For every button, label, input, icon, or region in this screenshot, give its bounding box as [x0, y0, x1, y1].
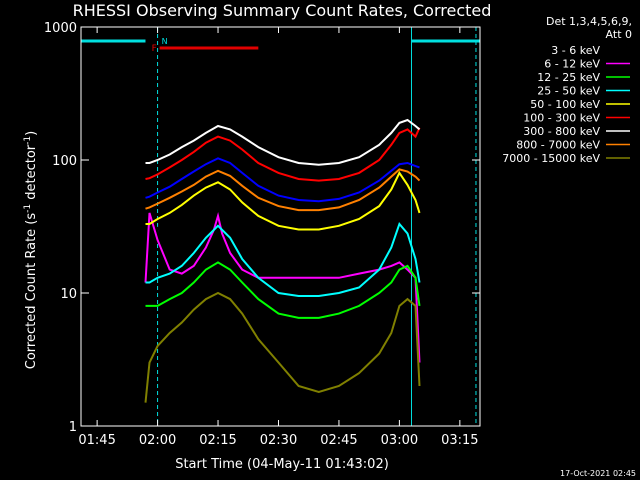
legend-label-2: 12 - 25 keV [537, 71, 600, 84]
x-tick-label-5: 03:00 [381, 433, 418, 448]
x-tick-label-2: 02:15 [199, 433, 236, 448]
legend-label-1: 6 - 12 keV [544, 58, 600, 71]
chart-title: RHESSI Observing Summary Count Rates, Co… [73, 1, 492, 20]
y-tick-label-3: 1000 [44, 21, 77, 36]
legend-label-8: 7000 - 15000 keV [502, 152, 600, 165]
x-tick-label-1: 02:00 [139, 433, 176, 448]
flag-label-0: F [152, 44, 157, 54]
y-axis-label: Corrected Count Rate (s-1 detector-1) [23, 131, 39, 369]
y-axis-label-sup2: -1 [23, 136, 33, 145]
x-tick-label-0: 01:45 [78, 433, 115, 448]
x-tick-label-3: 02:30 [260, 433, 297, 448]
series-line-1 [144, 211, 421, 363]
x-tick-label-6: 03:15 [441, 433, 478, 448]
flag-label-1: N [162, 37, 168, 46]
legend-label-6: 300 - 800 keV [523, 125, 600, 138]
series-line-6 [145, 118, 421, 166]
y-axis-label-close: ) [24, 131, 39, 136]
series-line-2 [145, 261, 421, 319]
timestamp: 17-Oct-2021 02:45 [560, 469, 636, 478]
legend-label-4: 50 - 100 keV [530, 98, 600, 111]
series-line-5 [145, 127, 421, 182]
legend-label-3: 25 - 50 keV [537, 85, 600, 98]
detector-info-line2: Att 0 [606, 28, 632, 41]
y-axis-label-sup1: -1 [23, 204, 33, 213]
detector-info-line1: Det 1,3,4,5,6,9, [546, 15, 632, 28]
series-line-4 [145, 170, 421, 231]
x-axis-label: Start Time (04-May-11 01:43:02) [175, 457, 389, 472]
y-tick-label-0: 1 [69, 420, 77, 435]
x-tick-label-4: 02:45 [320, 433, 357, 448]
axes-frame [80, 26, 481, 427]
series-line-7 [145, 168, 421, 212]
series-line-9 [145, 157, 420, 203]
series-line-3 [145, 222, 421, 297]
series-line-0 [144, 212, 421, 374]
legend-label-0: 3 - 6 keV [551, 44, 600, 57]
y-axis-label-text: Corrected Count Rate (s [24, 213, 39, 370]
y-axis-label-mid: detector [24, 144, 39, 204]
plot-area: FN [80, 27, 480, 426]
series-line-8 [144, 291, 421, 403]
y-tick-label-1: 10 [60, 287, 77, 302]
y-tick-label-2: 100 [52, 154, 77, 169]
axes: 01:45 02:00 02:15 02:30 02:45 03:00 03:15 1 10 10… [44, 21, 481, 448]
legend-label-5: 100 - 300 keV [523, 112, 600, 125]
legend-label-7: 800 - 7000 keV [516, 139, 600, 152]
